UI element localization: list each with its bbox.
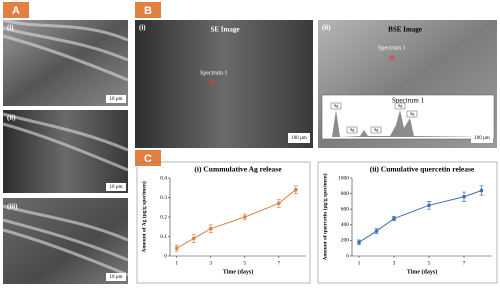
peak-label: Ag <box>350 127 355 132</box>
fiber <box>2 122 129 172</box>
x-tick-label: 5 <box>428 260 431 266</box>
panel-tag <box>3 2 29 18</box>
spectrum-label: Spectrum 1 <box>200 70 228 76</box>
x-tick-label: 5 <box>243 260 246 266</box>
spectrum <box>326 110 490 137</box>
scale-bar: 10 µm <box>109 97 122 102</box>
peak-label: Ag <box>410 111 415 116</box>
y-tick-label: 1000 <box>338 175 349 181</box>
x-axis-label: Time (days) <box>223 268 253 275</box>
y-tick-label: 0.2 <box>160 214 167 220</box>
peak-box <box>406 110 418 118</box>
y-tick-label: 0 <box>164 253 167 259</box>
fiber <box>2 34 129 82</box>
peak-box <box>330 102 342 110</box>
sub-label: (i) <box>7 24 14 32</box>
chart-title: (i) Cummulative Ag release <box>194 165 282 174</box>
y-tick-label: 0.3 <box>160 195 167 201</box>
point <box>357 240 361 245</box>
x-tick-label: 1 <box>358 260 361 266</box>
fiber <box>2 18 129 42</box>
x-tick-label: 3 <box>393 260 396 266</box>
scale-bar: 100 µm <box>291 136 307 141</box>
x-tick-label: 1 <box>175 260 178 266</box>
chart-frame <box>136 161 311 284</box>
peak-label: Ag <box>374 127 379 132</box>
point <box>175 246 179 250</box>
point <box>392 216 396 221</box>
panel-label: A <box>12 5 20 17</box>
scale-box <box>106 273 126 281</box>
line <box>358 190 482 243</box>
x-tick-label: 7 <box>277 260 280 266</box>
spectrum-marker <box>209 79 215 85</box>
image-title: BSE Image <box>388 26 422 34</box>
point <box>427 203 431 208</box>
x-tick-label: 3 <box>209 260 212 266</box>
spectrum-label: Spectrum 1 <box>378 45 406 51</box>
chart-frame <box>317 161 498 284</box>
point <box>374 229 379 233</box>
sub-label: (ii) <box>7 114 16 122</box>
scale-box <box>106 183 126 191</box>
peak-box <box>370 126 382 134</box>
y-tick-label: 600 <box>341 206 350 212</box>
sub-label: (iii) <box>7 203 18 211</box>
fiber <box>2 112 129 152</box>
scale-box <box>471 133 493 143</box>
scale-box <box>106 95 126 103</box>
point <box>243 215 247 219</box>
y-tick-label: 0 <box>346 253 349 259</box>
peak-box <box>346 126 358 134</box>
chart-title: (ii) Cumulative quercetin release <box>370 165 475 174</box>
point <box>462 194 466 199</box>
panel-tag <box>135 2 161 18</box>
point <box>294 187 298 192</box>
peak-labels: Ag Ag Ag Ag Ag <box>330 102 418 134</box>
fiber <box>2 228 129 277</box>
y-tick-label: 0.1 <box>160 234 167 240</box>
fiber <box>2 204 129 242</box>
y-tick-label: 400 <box>341 222 350 228</box>
spectrum-marker <box>389 55 395 61</box>
point <box>479 188 484 193</box>
point <box>209 226 213 231</box>
x-axis-label: Time (days) <box>407 268 437 275</box>
peak-label: Ag <box>334 103 339 108</box>
y-tick-label: 0.4 <box>160 175 167 181</box>
fibers <box>2 18 129 277</box>
scale-bar: 10 µm <box>109 275 122 280</box>
sem-image <box>3 110 128 193</box>
scale-bar: 100 µm <box>474 136 490 141</box>
panel-label: B <box>144 5 152 17</box>
line <box>176 189 297 249</box>
fiber <box>2 26 129 62</box>
point <box>192 236 196 241</box>
peak-label: Ag <box>398 103 403 108</box>
scale-box <box>288 133 310 143</box>
peak-box <box>394 102 406 110</box>
y-tick-label: 200 <box>341 238 350 244</box>
panel-label: C <box>144 153 152 165</box>
y-tick-label: 800 <box>341 191 350 197</box>
sub-label: (i) <box>139 24 146 32</box>
point <box>277 201 281 206</box>
x-tick-label: 7 <box>463 260 466 266</box>
scale-bar: 10 µm <box>109 185 122 190</box>
image-title: SE Image <box>211 26 240 34</box>
sem-image <box>135 20 313 148</box>
sub-label: (ii) <box>322 24 331 32</box>
inset-title: Spectrum 1 <box>392 97 425 105</box>
y-axis-label: Amount of Ag (µg/g specimen) <box>140 181 147 252</box>
y-axis-label: Amount of quercetin (µg/g specimen) <box>321 173 328 260</box>
fiber <box>2 218 129 262</box>
